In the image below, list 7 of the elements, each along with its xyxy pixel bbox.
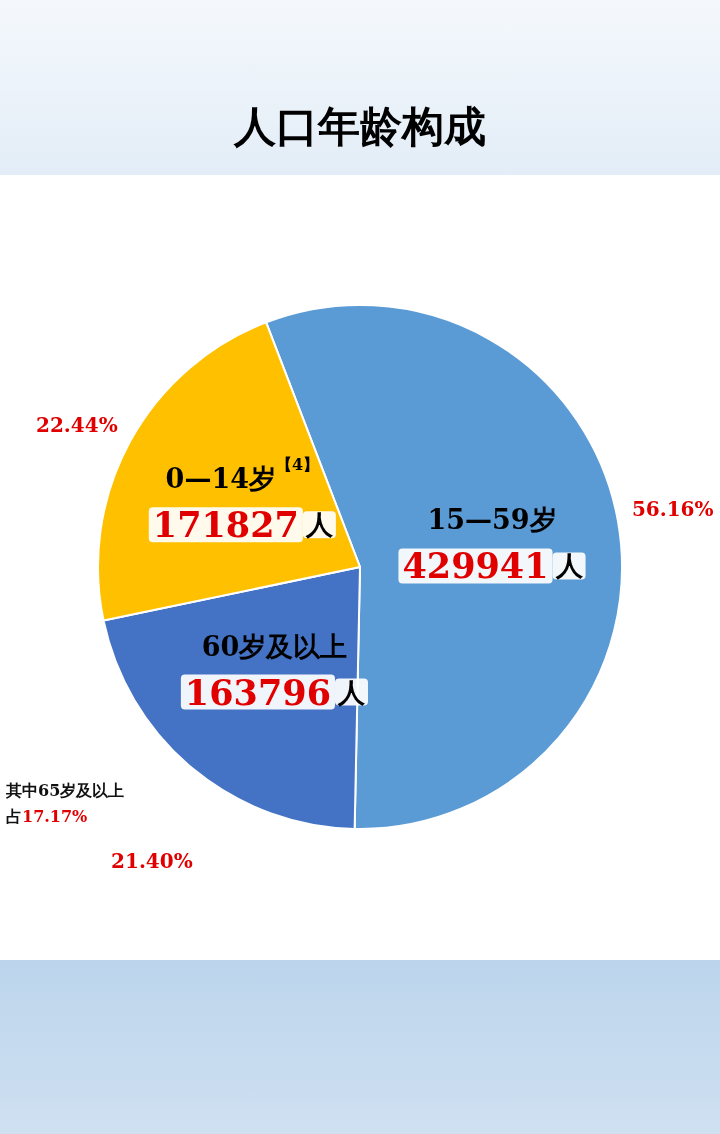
slice-label: 60岁及以上 [201,630,348,662]
text: 56.16% [631,497,714,522]
text: 22.44% [36,412,118,437]
text: 21.40% [111,849,193,873]
chart-title: 人口年龄构成 [233,101,486,151]
slice-label: 15—59岁 [427,504,557,536]
text: 其中65岁及以上占17.17% [5,780,125,826]
